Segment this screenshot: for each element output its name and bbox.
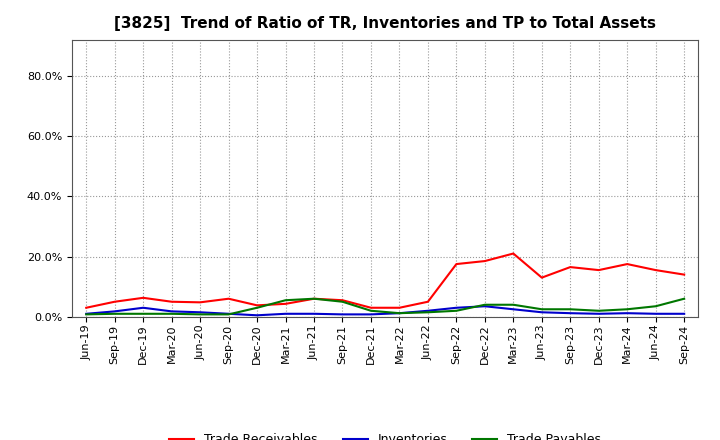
Inventories: [310, 311, 318, 316]
Line: Trade Receivables: Trade Receivables: [86, 253, 684, 308]
Trade Receivables: [310, 296, 318, 301]
Inventories: [366, 312, 375, 317]
Title: [3825]  Trend of Ratio of TR, Inventories and TP to Total Assets: [3825] Trend of Ratio of TR, Inventories…: [114, 16, 656, 32]
Trade Receivables: [537, 275, 546, 280]
Legend: Trade Receivables, Inventories, Trade Payables: Trade Receivables, Inventories, Trade Pa…: [164, 429, 606, 440]
Trade Payables: [680, 296, 688, 301]
Inventories: [652, 311, 660, 316]
Trade Payables: [139, 311, 148, 316]
Inventories: [253, 313, 261, 318]
Inventories: [509, 307, 518, 312]
Trade Payables: [338, 299, 347, 304]
Inventories: [225, 311, 233, 316]
Trade Receivables: [395, 305, 404, 310]
Line: Inventories: Inventories: [86, 306, 684, 315]
Inventories: [480, 304, 489, 309]
Trade Payables: [537, 307, 546, 312]
Trade Receivables: [423, 299, 432, 304]
Inventories: [167, 309, 176, 314]
Trade Payables: [395, 311, 404, 316]
Inventories: [566, 311, 575, 316]
Trade Receivables: [680, 272, 688, 277]
Inventories: [452, 305, 461, 310]
Inventories: [196, 310, 204, 315]
Trade Payables: [480, 302, 489, 308]
Trade Receivables: [282, 301, 290, 307]
Trade Receivables: [452, 261, 461, 267]
Trade Payables: [652, 304, 660, 309]
Trade Payables: [623, 307, 631, 312]
Trade Payables: [366, 308, 375, 313]
Trade Receivables: [110, 299, 119, 304]
Trade Receivables: [480, 258, 489, 264]
Line: Trade Payables: Trade Payables: [86, 299, 684, 315]
Trade Payables: [167, 311, 176, 316]
Trade Payables: [82, 312, 91, 317]
Trade Receivables: [196, 300, 204, 305]
Trade Receivables: [139, 295, 148, 301]
Inventories: [82, 311, 91, 316]
Inventories: [110, 309, 119, 314]
Trade Payables: [452, 308, 461, 313]
Trade Receivables: [338, 297, 347, 303]
Inventories: [623, 311, 631, 316]
Inventories: [680, 311, 688, 316]
Trade Receivables: [167, 299, 176, 304]
Inventories: [423, 308, 432, 313]
Trade Payables: [310, 296, 318, 301]
Trade Payables: [225, 312, 233, 317]
Trade Receivables: [253, 303, 261, 308]
Inventories: [338, 312, 347, 317]
Trade Payables: [566, 307, 575, 312]
Trade Receivables: [566, 264, 575, 270]
Trade Payables: [595, 308, 603, 313]
Trade Payables: [196, 312, 204, 317]
Inventories: [282, 311, 290, 316]
Trade Payables: [509, 302, 518, 308]
Trade Payables: [282, 297, 290, 303]
Trade Payables: [253, 305, 261, 310]
Trade Receivables: [652, 268, 660, 273]
Inventories: [139, 305, 148, 310]
Trade Receivables: [509, 251, 518, 256]
Trade Receivables: [595, 268, 603, 273]
Trade Payables: [110, 311, 119, 316]
Trade Payables: [423, 310, 432, 315]
Trade Receivables: [82, 305, 91, 310]
Trade Receivables: [225, 296, 233, 301]
Trade Receivables: [623, 261, 631, 267]
Inventories: [537, 310, 546, 315]
Inventories: [395, 311, 404, 316]
Inventories: [595, 311, 603, 316]
Trade Receivables: [366, 305, 375, 310]
